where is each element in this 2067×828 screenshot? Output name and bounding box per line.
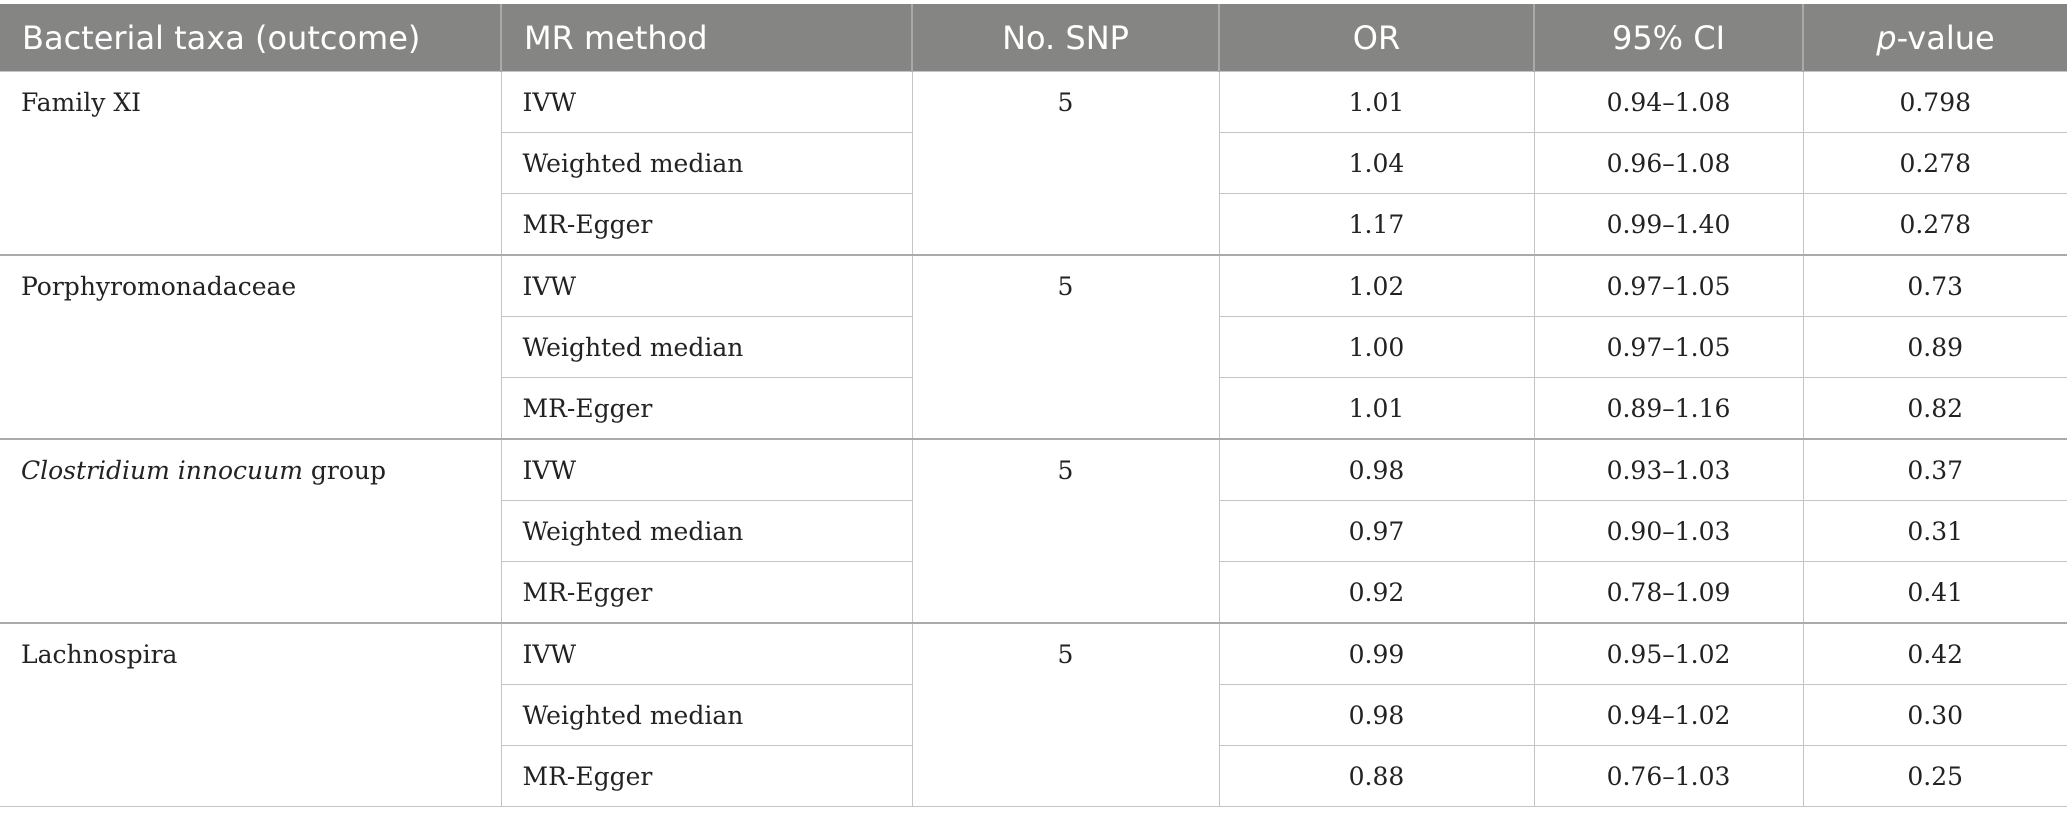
method-cell: Weighted median [500,684,913,746]
header-method: MR method [501,4,913,72]
or-cell: 1.01 [1218,377,1535,440]
method-cell: MR-Egger [500,377,913,440]
p-value-cell: 0.278 [1802,193,2067,256]
snp-cell: 5 [911,254,1220,440]
ci-cell: 0.93–1.03 [1533,438,1804,501]
table-row: Weighted median 0.97 0.90–1.03 0.31 [0,500,2067,562]
or-cell: 1.17 [1218,193,1535,256]
p-value-cell: 0.89 [1802,316,2067,378]
method-cell: Weighted median [500,316,913,378]
method-cell: IVW [500,254,913,317]
p-value-cell: 0.25 [1802,745,2067,807]
p-value-cell: 0.41 [1802,561,2067,624]
taxa-cell: Clostridium innocuum group [0,438,502,624]
or-cell: 1.04 [1218,132,1535,194]
method-cell: IVW [500,438,913,501]
taxa-name: Family XI [21,88,141,117]
or-cell: 1.01 [1218,71,1535,133]
ci-cell: 0.78–1.09 [1533,561,1804,624]
or-cell: 0.92 [1218,561,1535,624]
header-snp: No. SNP [912,4,1220,72]
header-taxa: Bacterial taxa (outcome) [0,4,502,72]
ci-cell: 0.76–1.03 [1533,745,1804,807]
p-value-cell: 0.82 [1802,377,2067,440]
table-row: Family XI IVW 5 1.01 0.94–1.08 0.798 [0,71,2067,256]
p-value-cell: 0.30 [1802,684,2067,746]
or-cell: 0.98 [1218,684,1535,746]
table-body: Family XI IVW 5 1.01 0.94–1.08 0.798 Weighted … [0,71,2067,807]
table-row: Clostridium innocuum group IVW 5 0.98 0.93–1… [0,438,2067,624]
method-cell: MR-Egger [500,193,913,256]
header-row: Bacterial taxa (outcome) MR method No. S… [0,4,2067,72]
ci-cell: 0.94–1.08 [1533,71,1804,133]
table-row: MR-Egger 1.01 0.89–1.16 0.82 [0,377,2067,440]
taxa-name: Lachnospira [21,640,178,669]
p-value-cell: 0.31 [1802,500,2067,562]
ci-cell: 0.89–1.16 [1533,377,1804,440]
table-row: Lachnospira IVW 5 0.99 0.95–1.02 0.42 [0,622,2067,807]
p-value-cell: 0.798 [1802,71,2067,133]
p-value-cell: 0.37 [1802,438,2067,501]
header-p-value: p-value [1803,4,2067,72]
table-row: Weighted median 1.00 0.97–1.05 0.89 [0,316,2067,378]
p-value-cell: 0.278 [1802,132,2067,194]
table-row: MR-Egger 0.88 0.76–1.03 0.25 [0,745,2067,807]
method-cell: Weighted median [500,500,913,562]
taxa-name: Porphyromonadaceae [21,272,297,301]
method-cell: IVW [500,71,913,133]
or-cell: 1.02 [1218,254,1535,317]
taxa-italic: Clostridium innocuum [21,456,303,485]
p-value-cell: 0.73 [1802,254,2067,317]
ci-cell: 0.97–1.05 [1533,254,1804,317]
ci-cell: 0.95–1.02 [1533,622,1804,685]
taxa-name: group [302,456,386,485]
table-row: MR-Egger 0.92 0.78–1.09 0.41 [0,561,2067,624]
ci-cell: 0.97–1.05 [1533,316,1804,378]
header-p-rest: -value [1896,18,1995,57]
table-row: Weighted median 0.98 0.94–1.02 0.30 [0,684,2067,746]
snp-cell: 5 [911,71,1220,256]
header-or: OR [1219,4,1535,72]
table-row: Porphyromonadaceae IVW 5 1.02 0.97–1.05 0.73 [0,254,2067,440]
method-cell: IVW [500,622,913,685]
taxa-cell: Family XI [0,71,502,256]
or-cell: 1.00 [1218,316,1535,378]
table-header: Bacterial taxa (outcome) MR method No. S… [0,4,2067,72]
ci-cell: 0.94–1.02 [1533,684,1804,746]
method-cell: MR-Egger [500,745,913,807]
or-cell: 0.88 [1218,745,1535,807]
or-cell: 0.99 [1218,622,1535,685]
p-value-cell: 0.42 [1802,622,2067,685]
snp-cell: 5 [911,622,1220,807]
ci-cell: 0.99–1.40 [1533,193,1804,256]
results-table: Bacterial taxa (outcome) MR method No. S… [0,4,2067,807]
ci-cell: 0.90–1.03 [1533,500,1804,562]
or-cell: 0.98 [1218,438,1535,501]
table-row: MR-Egger 1.17 0.99–1.40 0.278 [0,193,2067,256]
table-row: Weighted median 1.04 0.96–1.08 0.278 [0,132,2067,194]
method-cell: Weighted median [500,132,913,194]
header-p-italic: p [1876,18,1897,57]
taxa-cell: Porphyromonadaceae [0,254,502,440]
taxa-cell: Lachnospira [0,622,502,807]
snp-cell: 5 [911,438,1220,624]
method-cell: MR-Egger [500,561,913,624]
or-cell: 0.97 [1218,500,1535,562]
ci-cell: 0.96–1.08 [1533,132,1804,194]
header-ci: 95% CI [1534,4,1804,72]
